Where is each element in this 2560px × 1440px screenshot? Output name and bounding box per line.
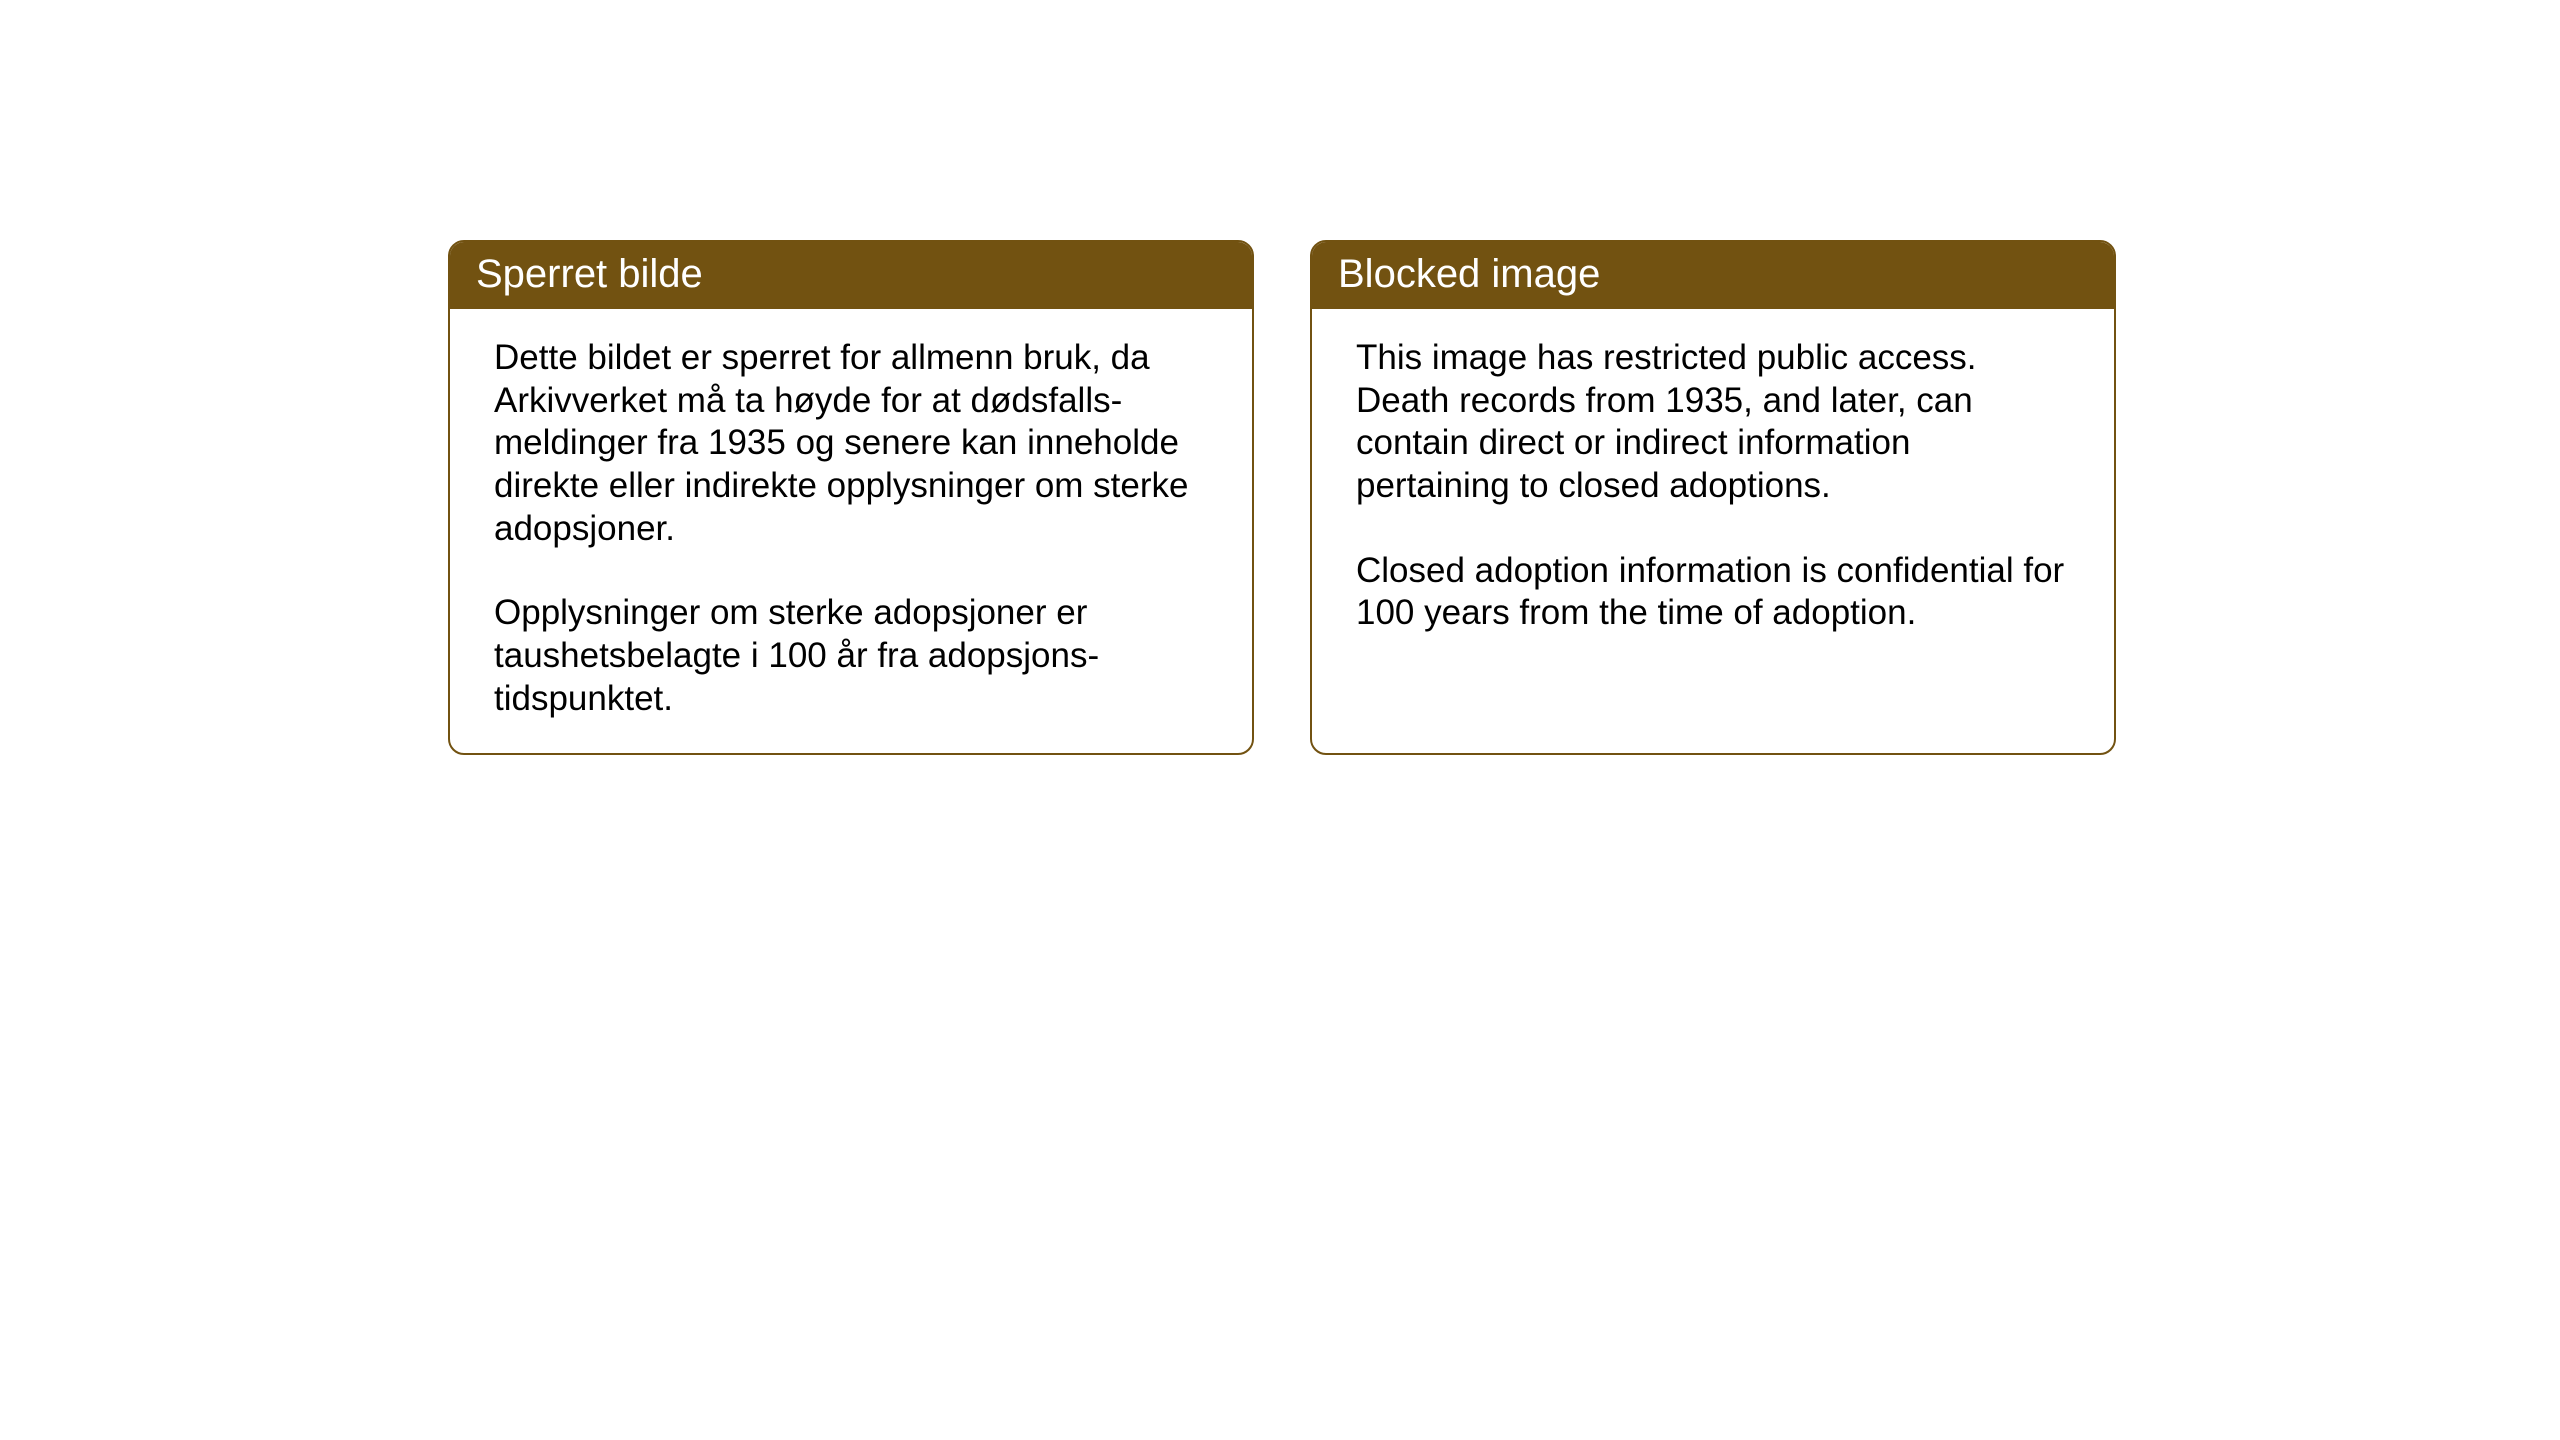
cards-container: Sperret bilde Dette bildet er sperret fo… xyxy=(0,0,2560,755)
card-header: Sperret bilde xyxy=(450,242,1252,309)
card-paragraph: This image has restricted public access.… xyxy=(1356,337,2070,508)
card-paragraph: Opplysninger om sterke adopsjoner er tau… xyxy=(494,592,1208,720)
info-card-english: Blocked image This image has restricted … xyxy=(1310,240,2116,755)
card-header: Blocked image xyxy=(1312,242,2114,309)
card-body: This image has restricted public access.… xyxy=(1312,309,2114,749)
card-paragraph: Dette bildet er sperret for allmenn bruk… xyxy=(494,337,1208,550)
card-paragraph: Closed adoption information is confident… xyxy=(1356,550,2070,635)
card-body: Dette bildet er sperret for allmenn bruk… xyxy=(450,309,1252,753)
info-card-norwegian: Sperret bilde Dette bildet er sperret fo… xyxy=(448,240,1254,755)
